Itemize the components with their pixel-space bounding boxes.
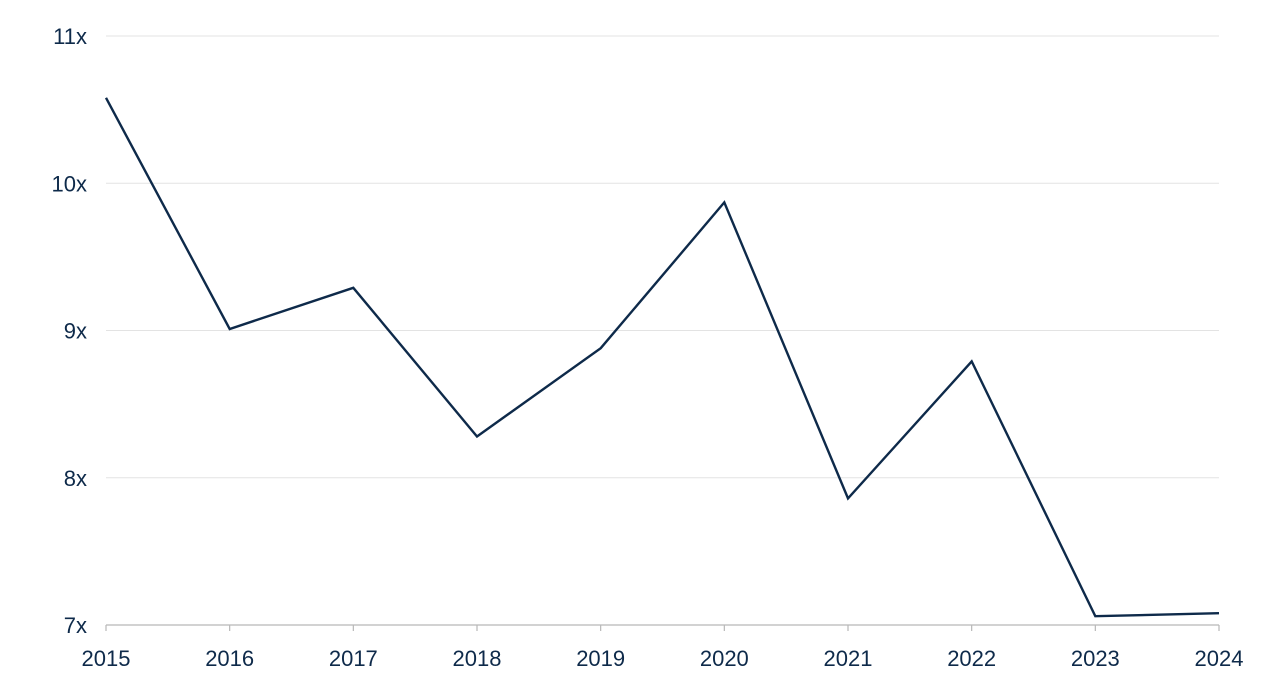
gridlines bbox=[106, 35, 1219, 479]
y-tick-label: 11x bbox=[53, 24, 87, 49]
x-tick-label: 2020 bbox=[700, 646, 749, 671]
x-tick-label: 2019 bbox=[576, 646, 625, 671]
x-tick-label: 2022 bbox=[947, 646, 996, 671]
x-tick-label: 2018 bbox=[453, 646, 502, 671]
x-tick-label: 2024 bbox=[1195, 646, 1244, 671]
y-axis-ticks: 7x 8x 9x 10x 11x bbox=[52, 24, 87, 638]
series-line bbox=[104, 97, 1220, 618]
x-tick-label: 2017 bbox=[329, 646, 378, 671]
y-tick-label: 10x bbox=[52, 171, 87, 196]
x-tick-label: 2015 bbox=[82, 646, 131, 671]
y-tick-label: 7x bbox=[64, 613, 87, 638]
x-tick-label: 2016 bbox=[205, 646, 254, 671]
y-tick-label: 8x bbox=[64, 466, 87, 491]
x-tick-label: 2023 bbox=[1071, 646, 1120, 671]
y-tick-label: 9x bbox=[64, 319, 87, 344]
x-axis-ticks: 2015 2016 2017 2018 2019 2020 2021 2022 2023 2024 bbox=[82, 625, 1244, 671]
x-tick-label: 2021 bbox=[824, 646, 873, 671]
series-group bbox=[104, 97, 1220, 618]
